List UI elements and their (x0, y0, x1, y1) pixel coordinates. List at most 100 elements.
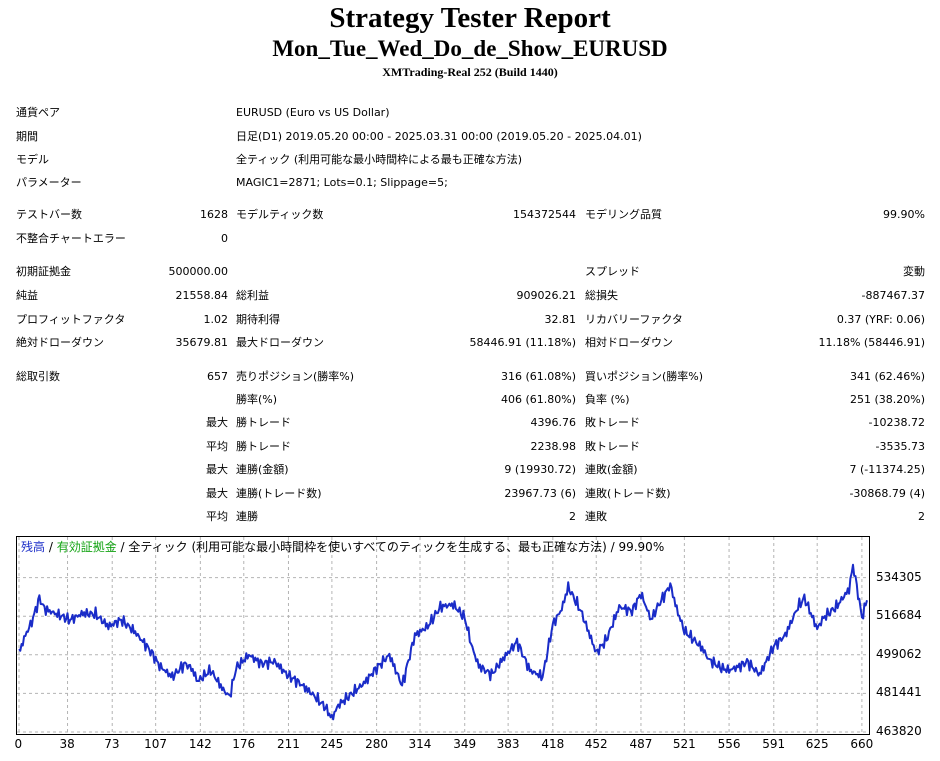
quality-value: 99.90% (883, 208, 925, 221)
max-cons-losses-amt-value: 7 (-11374.25) (849, 463, 925, 476)
x-tick-label: 107 (144, 737, 168, 751)
max-cons-wins-cnt-value: 23967.73 (6) (504, 487, 576, 500)
params-value: MAGIC1=2871; Lots=0.1; Slippage=5; (236, 176, 448, 189)
x-tick-label: 0 (14, 737, 23, 751)
max-cons-prefix-1: 最大 (206, 463, 228, 476)
net-profit-value: 21558.84 (175, 289, 229, 302)
period-value: 日足(D1) 2019.05.20 00:00 - 2025.03.31 00:… (236, 130, 642, 143)
avg-win-label: 勝トレード (236, 440, 291, 453)
legend-description: / 全ティック (利用可能な最小時間枠を使いすべてのティックを生成する、最も正確… (116, 540, 665, 554)
avg-win-value: 2238.98 (530, 440, 577, 453)
gross-profit-label: 総利益 (236, 289, 269, 302)
gross-loss-value: -887467.37 (861, 289, 925, 302)
recovery-factor-value: 0.37 (YRF: 0.06) (836, 313, 925, 326)
x-tick-label: 383 (496, 737, 520, 751)
y-tick-label: 481441 (876, 685, 922, 700)
largest-loss-value: -10238.72 (868, 416, 925, 429)
mismatch-value: 0 (221, 232, 228, 245)
gross-profit-value: 909026.21 (516, 289, 577, 302)
x-tick-label: 349 (453, 737, 477, 751)
max-cons-prefix-2: 最大 (206, 487, 228, 500)
report-title: Strategy Tester Report (329, 2, 611, 34)
max-drawdown-label: 最大ドローダウン (236, 336, 324, 349)
max-cons-wins-amt-value: 9 (19930.72) (504, 463, 576, 476)
max-cons-wins-cnt-label: 連勝(トレード数) (236, 487, 322, 500)
y-tick-label: 463820 (876, 724, 922, 738)
ticks-value: 154372544 (513, 208, 576, 221)
max-cons-losses-amt-label: 連敗(金額) (585, 463, 638, 476)
win-rate-value: 406 (61.80%) (500, 393, 576, 406)
y-tick-label: 516684 (876, 608, 922, 623)
symbol-value: EURUSD (Euro vs US Dollar) (236, 106, 390, 119)
chart-legend: 残高 / 有効証拠金 / 全ティック (利用可能な最小時間枠を使いすべてのティッ… (21, 540, 664, 555)
total-trades-value: 657 (207, 370, 228, 383)
bars-value: 1628 (200, 208, 228, 221)
ea-name: Mon_Tue_Wed_Do_de_Show_EURUSD (272, 36, 668, 61)
average-prefix: 平均 (206, 440, 228, 453)
loss-rate-value: 251 (38.20%) (849, 393, 925, 406)
x-tick-label: 245 (320, 737, 344, 751)
max-cons-losses-cnt-label: 連敗(トレード数) (585, 487, 671, 500)
expected-payoff-value: 32.81 (544, 313, 577, 326)
x-tick-label: 591 (762, 737, 786, 751)
rel-drawdown-label: 相対ドローダウン (585, 336, 673, 349)
x-tick-label: 176 (232, 737, 256, 751)
x-tick-label: 660 (850, 737, 874, 751)
x-tick-label: 487 (629, 737, 653, 751)
avg-cons-prefix: 平均 (206, 510, 228, 523)
model-label: モデル (16, 153, 49, 166)
short-positions-label: 売りポジション(勝率%) (236, 370, 355, 383)
max-cons-losses-cnt-value: -30868.79 (4) (849, 487, 925, 500)
max-cons-wins-amt-label: 連勝(金額) (236, 463, 289, 476)
x-tick-label: 38 (59, 737, 75, 751)
largest-prefix: 最大 (206, 416, 228, 429)
max-drawdown-value: 58446.91 (11.18%) (469, 336, 576, 349)
avg-loss-label: 敗トレード (585, 440, 640, 453)
loss-rate-label: 負率 (%) (585, 393, 630, 406)
expected-payoff-label: 期待利得 (236, 313, 280, 326)
long-positions-label: 買いポジション(勝率%) (585, 370, 704, 383)
x-tick-label: 556 (717, 737, 741, 751)
x-tick-label: 521 (672, 737, 696, 751)
profit-factor-value: 1.02 (203, 313, 229, 326)
rel-drawdown-value: 11.18% (58446.91) (818, 336, 925, 349)
abs-drawdown-label: 絶対ドローダウン (16, 336, 104, 349)
legend-equity: 有効証拠金 (56, 540, 117, 554)
x-tick-label: 625 (805, 737, 829, 751)
total-trades-label: 総取引数 (16, 370, 60, 383)
ticks-label: モデルティック数 (236, 208, 324, 221)
params-label: パラメーター (16, 176, 82, 189)
net-profit-label: 純益 (16, 289, 38, 302)
long-positions-value: 341 (62.46%) (849, 370, 925, 383)
y-tick-label: 499062 (876, 646, 922, 661)
win-rate-label: 勝率(%) (236, 393, 278, 406)
bars-label: テストバー数 (16, 208, 82, 221)
spread-label: スプレッド (585, 265, 640, 278)
deposit-label: 初期証拠金 (16, 265, 71, 278)
avg-cons-losses-value: 2 (918, 510, 925, 523)
model-value: 全ティック (利用可能な最小時間枠による最も正確な方法) (236, 153, 523, 166)
gross-loss-label: 総損失 (585, 289, 618, 302)
deposit-value: 500000.00 (168, 265, 229, 278)
balance-chart (16, 536, 870, 735)
symbol-label: 通貨ペア (16, 106, 60, 119)
avg-cons-losses-label: 連敗 (585, 510, 607, 523)
spread-value: 変動 (903, 265, 925, 278)
profit-factor-label: プロフィットファクタ (16, 313, 126, 326)
largest-loss-label: 敗トレード (585, 416, 640, 429)
avg-cons-wins-value: 2 (569, 510, 576, 523)
legend-balance: 残高 (21, 540, 46, 554)
legend-sep: / (45, 540, 57, 554)
balance-chart-plot (17, 537, 869, 734)
x-tick-label: 211 (276, 737, 300, 751)
largest-win-value: 4396.76 (530, 416, 577, 429)
mismatch-label: 不整合チャートエラー (16, 232, 126, 245)
x-tick-label: 452 (584, 737, 608, 751)
abs-drawdown-value: 35679.81 (175, 336, 229, 349)
short-positions-value: 316 (61.08%) (500, 370, 576, 383)
avg-loss-value: -3535.73 (875, 440, 925, 453)
x-tick-label: 314 (408, 737, 432, 751)
server-name: XMTrading-Real 252 (Build 1440) (382, 65, 558, 79)
x-tick-label: 418 (541, 737, 565, 751)
y-tick-label: 534305 (876, 569, 922, 584)
